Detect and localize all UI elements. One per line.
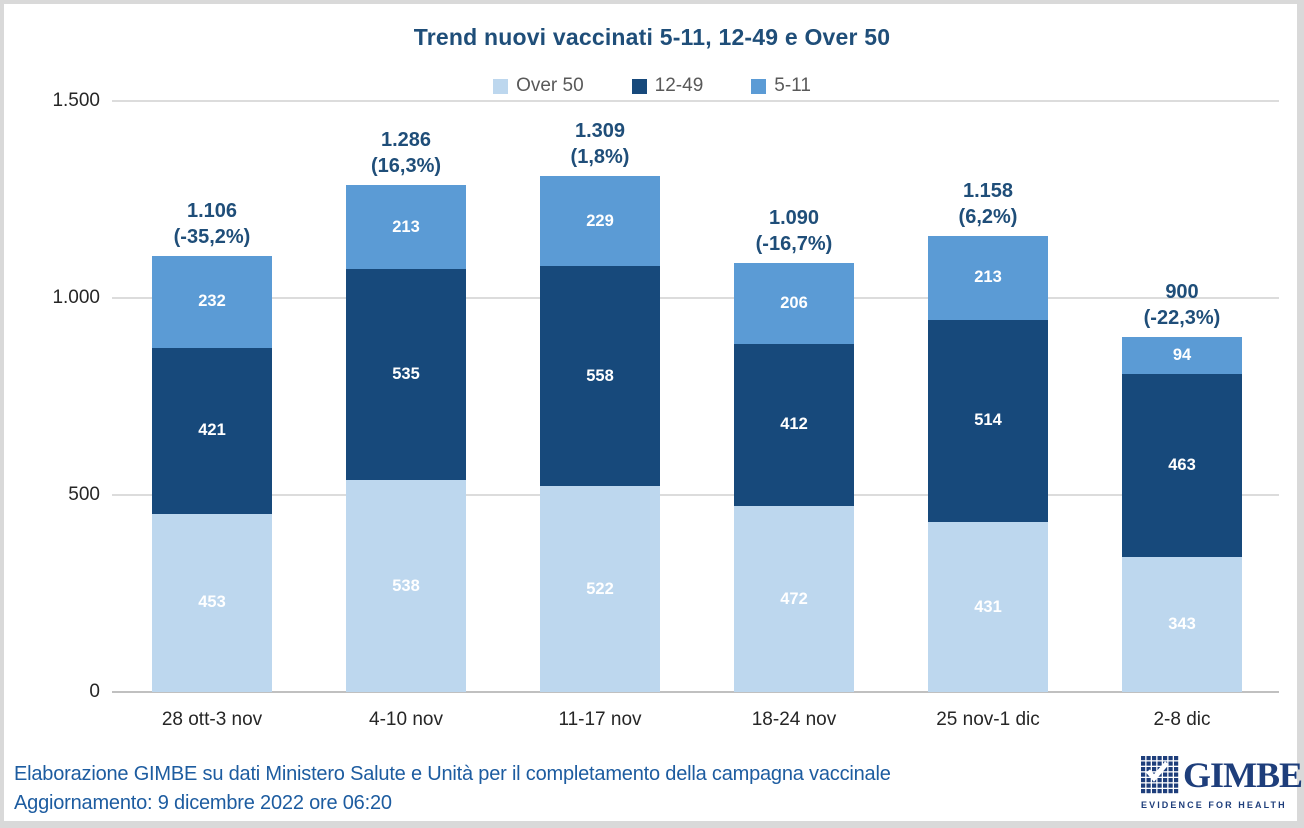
bar-total-value: 1.106 [186,200,238,223]
x-axis-label: 25 nov-1 dic [936,709,1040,730]
legend-swatch-icon [751,78,767,94]
legend-swatch-icon [493,78,509,94]
bar-total-label: 1.106 (-35,2%) [115,198,309,250]
x-axis-line [112,691,1279,693]
bar-segment-12-49: 412 [734,343,854,507]
x-axis-label: 18-24 nov [751,709,837,730]
bar-segment-over-50: 538 [346,480,466,692]
bar-segment-12-49: 514 [928,319,1048,523]
bar-segment-over-50: 431 [928,522,1048,692]
bar-total-value: 1.158 [962,179,1014,202]
bar-total-pct-change: (16,3%) [370,155,442,178]
bar-segment-12-49: 535 [346,269,466,481]
bar-total-label: 1.158 (6,2%) [891,178,1085,230]
y-axis-tick-label: 0 [89,681,100,702]
gimbe-logo: GIMBE EVIDENCE FOR HEALTH [1141,756,1303,810]
bar-value-label: 229 [586,211,614,230]
x-axis-label: 4-10 nov [369,709,443,730]
legend-item-5-11: 5-11 [751,75,811,97]
bar-segment-5-11: 213 [346,185,466,270]
bar-value-label: 453 [198,593,226,612]
bar-total-value: 1.286 [380,129,432,152]
bar-total-value: 900 [1165,281,1199,304]
bar-value-label: 213 [974,268,1002,287]
y-axis-tick-label: 500 [68,484,100,505]
bar-segment-12-49: 558 [540,266,660,487]
bar-value-label: 514 [974,411,1002,430]
gridline [112,100,1279,102]
bar-value-label: 472 [780,589,808,608]
chart-title: Trend nuovi vaccinati 5-11, 12-49 e Over… [413,24,891,50]
gimbe-wordmark: GIMBE [1183,755,1303,795]
bar-value-label: 538 [392,576,420,595]
bar-value-label: 94 [1172,346,1192,365]
x-axis-label: 28 ott-3 nov [161,709,263,730]
bar-segment-12-49: 463 [1122,374,1242,557]
bar-total-label: 1.286 (16,3%) [309,127,503,179]
frame-border-bottom [0,821,1304,828]
bar-value-label: 522 [586,579,614,598]
bar-segment-5-11: 94 [1122,337,1242,375]
footer-source-line: Elaborazione GIMBE su dati Ministero Sal… [14,763,891,785]
bar-total-value: 1.309 [574,120,626,143]
y-axis-tick-label: 1.000 [52,287,100,308]
bar-total-label: 1.309 (1,8%) [503,118,697,170]
bar-value-label: 431 [974,597,1002,616]
bar-value-label: 421 [198,421,226,440]
bar-value-label: 558 [586,366,614,385]
frame-border-left [0,0,4,828]
x-axis-label: 11-17 nov [558,709,642,730]
bar-total-pct-change: (-35,2%) [173,226,251,249]
bar-total-value: 1.090 [768,206,820,229]
bar-segment-5-11: 229 [540,176,660,267]
bar-segment-over-50: 343 [1122,556,1242,692]
footer-note: Elaborazione GIMBE su dati Ministero Sal… [14,760,891,818]
footer-update-line: Aggiornamento: 9 dicembre 2022 ore 06:20 [14,792,392,814]
bar-value-label: 463 [1168,456,1196,475]
bar-total-pct-change: (1,8%) [570,146,630,169]
bar-total-pct-change: (-16,7%) [755,232,833,255]
bar-total-pct-change: (-22,3%) [1143,307,1221,330]
bar-value-label: 213 [392,217,420,236]
legend-label: 5-11 [774,75,811,96]
bar-segment-5-11: 206 [734,262,854,344]
bar-segment-5-11: 232 [152,256,272,348]
bar-segment-over-50: 453 [152,513,272,692]
bar-value-label: 412 [780,415,808,434]
gimbe-grid-check-icon [1141,756,1179,799]
legend-swatch-icon [631,78,647,94]
bar-segment-over-50: 522 [540,486,660,692]
bar-total-pct-change: (6,2%) [958,205,1018,228]
legend-item-12-49: 12-49 [631,75,704,97]
bar-segment-12-49: 421 [152,347,272,514]
gimbe-tagline: EVIDENCE FOR HEALTH [1141,800,1287,810]
y-axis-tick-label: 1.500 [52,90,100,111]
frame-border-top [0,0,1304,4]
bar-value-label: 535 [392,365,420,384]
legend-label: Over 50 [516,75,584,96]
bar-segment-5-11: 213 [928,235,1048,320]
bar-value-label: 232 [198,292,226,311]
bar-total-label: 900 (-22,3%) [1085,279,1279,331]
legend-label: 12-49 [654,75,704,96]
gimbe-logo-row: GIMBE [1141,756,1303,799]
x-axis-label: 2-8 dic [1153,709,1211,730]
gridline [112,297,1279,299]
bar-value-label: 206 [780,293,808,312]
bar-value-label: 343 [1168,614,1196,633]
gridline [112,494,1279,496]
legend-item-over-50: Over 50 [493,75,584,97]
chart-legend: Over 50 12-49 5-11 [0,75,1304,97]
bar-segment-over-50: 472 [734,506,854,692]
bar-total-label: 1.090 (-16,7%) [697,205,891,257]
frame-border-right [1297,0,1304,828]
